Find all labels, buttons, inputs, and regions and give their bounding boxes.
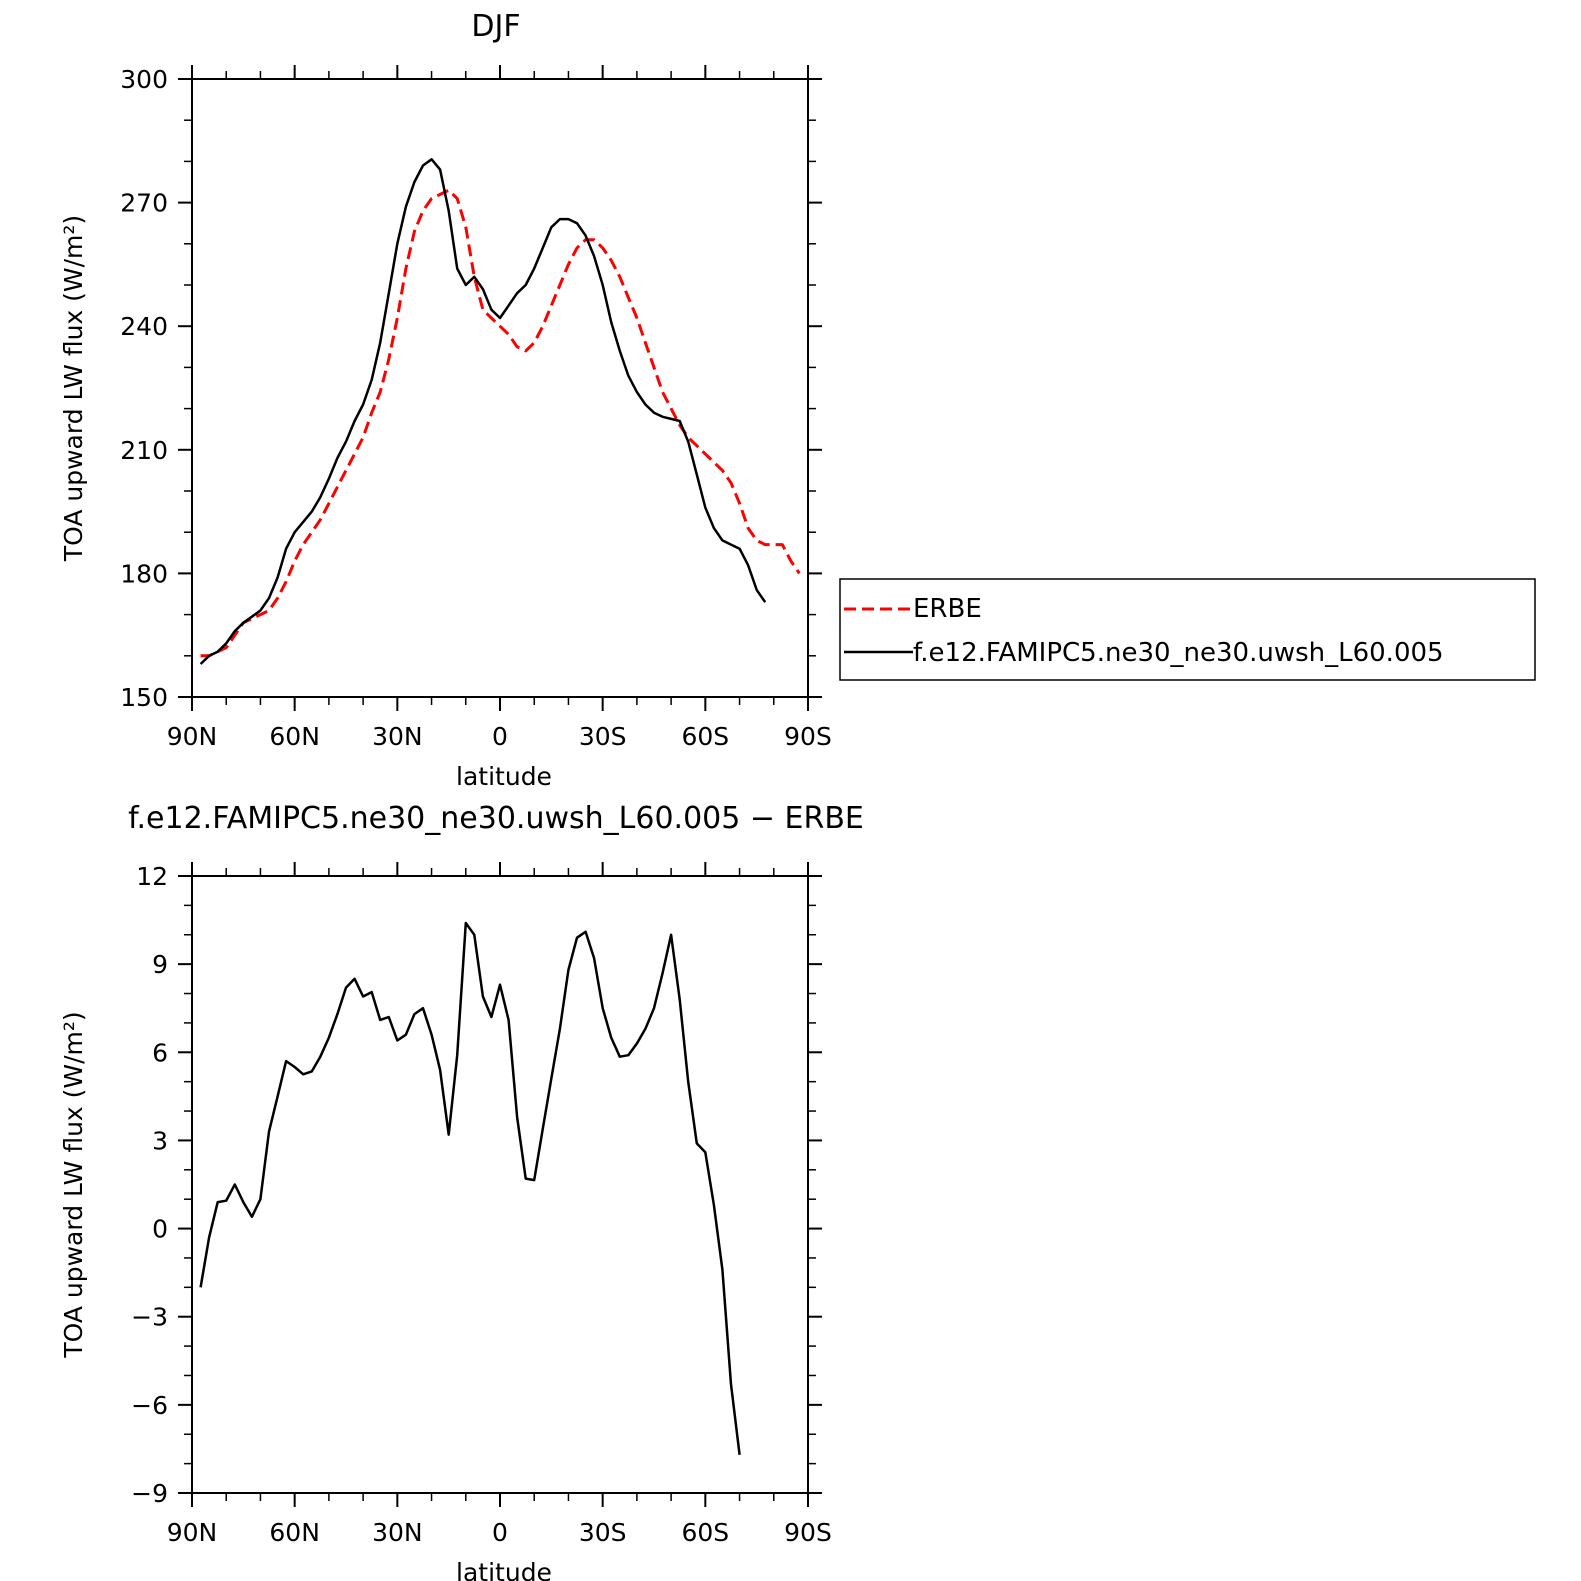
y-tick-label: 240 [120, 312, 168, 341]
x-tick-label: 90S [784, 1518, 832, 1547]
x-tick-label: 60S [681, 722, 729, 751]
y-tick-label: −3 [131, 1303, 168, 1332]
legend: ERBE f.e12.FAMIPC5.ne30_ne30.uwsh_L60.00… [839, 578, 1536, 681]
x-tick-label: 0 [492, 722, 508, 751]
bottom-chart-xlabel: latitude [456, 1558, 552, 1581]
x-tick-label: 60N [269, 722, 320, 751]
y-tick-label: 0 [152, 1215, 168, 1244]
bottom-chart-title: f.e12.FAMIPC5.ne30_ne30.uwsh_L60.005 − E… [128, 801, 864, 836]
x-tick-label: 30S [579, 1518, 627, 1547]
x-tick-label: 30S [579, 722, 627, 751]
y-tick-label: 300 [120, 65, 168, 94]
y-tick-label: −6 [131, 1391, 168, 1420]
x-tick-label: 0 [492, 1518, 508, 1547]
series-line-1 [199, 158, 767, 665]
top-chart-panel: DJF 150 180 210 240 270 300 90N 60N 30N 0 30S 60S 90… [59, 9, 832, 791]
x-tick-label: 60N [269, 1518, 320, 1547]
x-tick-label: 30N [372, 1518, 423, 1547]
y-tick-label: 180 [120, 559, 168, 588]
legend-label-erbe: ERBE [913, 594, 982, 624]
bottom-chart-frame [191, 875, 809, 1494]
legend-box [839, 578, 1536, 681]
top-chart-title: DJF [471, 9, 520, 44]
y-tick-label: 3 [152, 1126, 168, 1155]
x-tick-label: 90N [167, 1518, 218, 1547]
x-tick-label: 30N [372, 722, 423, 751]
bottom-chart-ylabel: TOA upward LW flux (W/m²) [59, 1011, 88, 1358]
y-tick-label: 210 [120, 436, 168, 465]
y-tick-label: 150 [120, 683, 168, 712]
top-chart-ylabel: TOA upward LW flux (W/m²) [59, 215, 88, 562]
bottom-chart-panel: f.e12.FAMIPC5.ne30_ne30.uwsh_L60.005 − E… [59, 801, 864, 1581]
legend-label-model: f.e12.FAMIPC5.ne30_ne30.uwsh_L60.005 [913, 638, 1444, 668]
x-tick-label: 90S [784, 722, 832, 751]
x-tick-label: 60S [681, 1518, 729, 1547]
y-tick-label: 9 [152, 950, 168, 979]
y-tick-label: 270 [120, 189, 168, 218]
y-tick-label: −9 [131, 1479, 168, 1508]
top-chart-frame [191, 78, 809, 698]
y-tick-label: 6 [152, 1038, 168, 1067]
top-chart-xlabel: latitude [456, 762, 552, 791]
series-line-0 [200, 188, 801, 658]
x-tick-label: 90N [167, 722, 218, 751]
series-line-0 [199, 921, 741, 1455]
y-tick-label: 12 [136, 862, 168, 891]
